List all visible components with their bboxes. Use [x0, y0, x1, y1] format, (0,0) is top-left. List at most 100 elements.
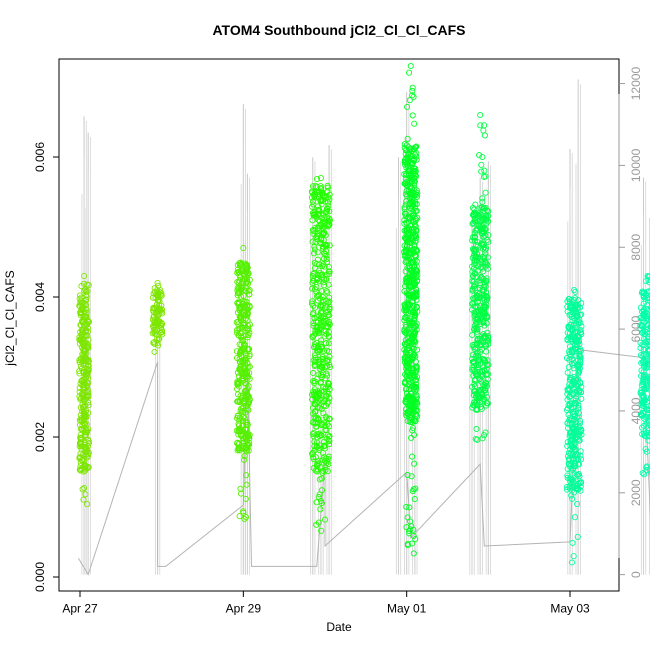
data-point: [480, 276, 487, 283]
data-point: [150, 339, 157, 346]
data-point: [159, 331, 166, 338]
data-point: [240, 435, 247, 442]
data-point: [240, 509, 247, 516]
secondary-y-tick-label: 10000: [629, 148, 643, 182]
data-point: [479, 259, 486, 267]
data-point: [76, 340, 83, 347]
data-point: [404, 514, 411, 521]
data-point: [412, 536, 419, 543]
data-point: [241, 515, 248, 523]
data-point: [312, 467, 319, 474]
point-cluster: [563, 286, 585, 566]
data-point: [157, 329, 164, 336]
data-point: [401, 288, 408, 295]
data-point: [85, 438, 92, 445]
data-point: [471, 399, 478, 406]
data-point: [154, 297, 161, 304]
data-point: [577, 319, 584, 326]
data-point: [577, 326, 584, 334]
data-point: [482, 387, 489, 394]
data-point: [82, 425, 89, 432]
data-point: [645, 288, 650, 295]
data-point: [85, 318, 92, 325]
data-point: [318, 527, 325, 534]
data-point: [404, 180, 411, 187]
data-point: [406, 97, 413, 104]
data-point: [237, 330, 244, 337]
data-point: [646, 279, 650, 286]
data-point: [310, 418, 317, 425]
data-point: [413, 226, 420, 233]
data-point: [639, 317, 646, 324]
data-point: [643, 384, 650, 391]
data-point: [411, 184, 418, 192]
data-point: [480, 173, 488, 180]
data-point: [325, 356, 332, 363]
data-point: [235, 279, 242, 286]
data-point: [156, 335, 163, 342]
data-point: [470, 402, 477, 409]
data-point: [321, 442, 328, 449]
data-point: [246, 291, 253, 298]
data-point: [240, 437, 247, 445]
data-point: [478, 346, 485, 353]
data-point: [313, 313, 320, 320]
data-point: [401, 141, 408, 148]
data-point: [233, 319, 240, 326]
data-point: [314, 224, 322, 231]
data-point: [407, 191, 414, 198]
data-point: [324, 372, 331, 379]
data-point: [572, 400, 580, 407]
data-point: [566, 432, 573, 439]
data-point: [401, 204, 408, 211]
data-point: [574, 398, 581, 405]
data-point: [480, 319, 487, 326]
data-point: [563, 406, 570, 414]
data-point: [84, 288, 91, 295]
data-point: [323, 318, 330, 325]
data-point: [410, 341, 417, 348]
data-point: [575, 369, 582, 376]
data-point: [404, 393, 411, 400]
data-point: [76, 302, 83, 309]
data-point: [238, 357, 245, 364]
data-point: [77, 299, 84, 306]
data-point: [151, 348, 158, 355]
data-point: [483, 216, 490, 223]
data-point: [564, 390, 571, 398]
data-point: [323, 340, 330, 347]
data-point: [325, 453, 332, 460]
data-point: [314, 399, 321, 406]
data-point: [477, 360, 484, 367]
point-cluster: [233, 244, 253, 523]
x-tick-label: May 01: [387, 602, 427, 616]
data-point: [81, 272, 88, 280]
data-point: [83, 447, 91, 454]
data-point: [403, 349, 410, 356]
data-point: [234, 299, 241, 307]
data-point: [481, 244, 488, 251]
data-point: [324, 214, 331, 221]
data-point: [409, 453, 416, 460]
data-point: [401, 180, 408, 187]
data-point: [473, 370, 480, 377]
data-point: [404, 362, 411, 369]
data-point: [154, 309, 161, 316]
data-point: [563, 483, 570, 491]
data-point: [77, 380, 84, 387]
data-point: [480, 339, 487, 346]
data-point: [569, 381, 576, 388]
data-point: [245, 430, 252, 437]
data-point: [570, 478, 577, 486]
data-point: [241, 275, 248, 283]
data-point: [637, 345, 644, 352]
data-point: [241, 271, 248, 278]
data-point: [235, 285, 242, 292]
data-point: [407, 235, 414, 242]
data-point: [573, 471, 580, 478]
data-point: [323, 426, 330, 433]
data-point: [470, 278, 477, 285]
data-point: [471, 381, 478, 388]
data-point: [637, 390, 644, 397]
data-point: [236, 422, 243, 429]
